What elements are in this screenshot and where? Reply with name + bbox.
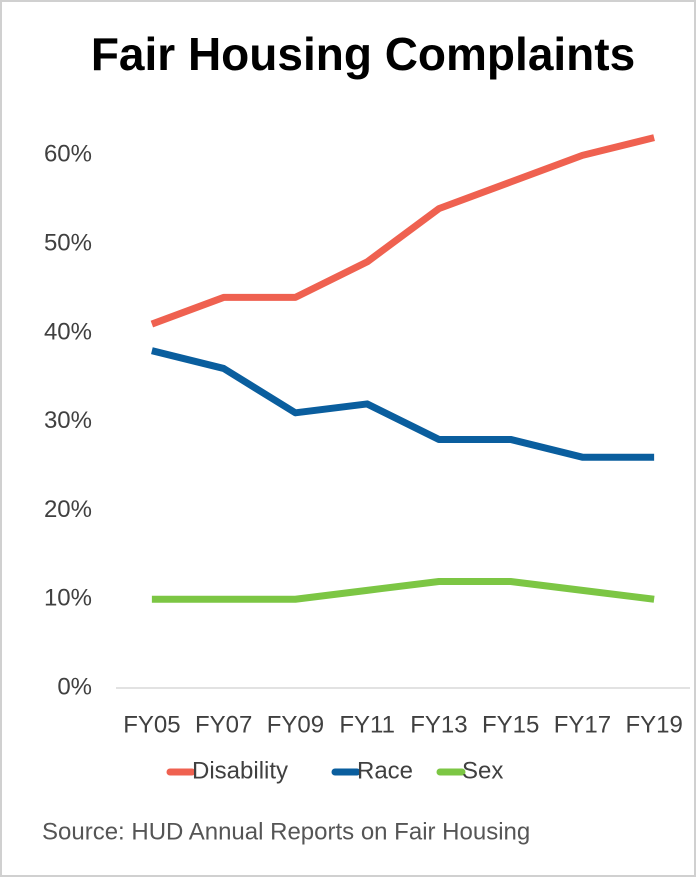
y-tick-label: 30%	[44, 407, 92, 434]
y-tick-label: 0%	[57, 673, 92, 700]
source: Source: HUD Annual Reports on Fair Housi…	[42, 818, 530, 845]
y-tick-label: 10%	[44, 585, 92, 612]
series-line	[150, 134, 655, 328]
series-line	[151, 347, 655, 461]
legend-label: Disability	[192, 757, 288, 784]
chart-title: Fair Housing Complaints	[91, 28, 635, 80]
x-tick-label: FY09	[267, 711, 324, 738]
y-tick-label: 40%	[44, 318, 92, 345]
legend-label: Sex	[462, 757, 503, 784]
y-tick-label: 60%	[44, 141, 92, 168]
legend-label: Race	[357, 757, 413, 784]
series-line	[151, 577, 655, 603]
x-tick-label: FY11	[339, 711, 395, 738]
x-tick-label: FY17	[554, 711, 611, 738]
x-tick-label: FY05	[123, 711, 180, 738]
y-tick-label: 50%	[44, 229, 92, 256]
y-tick-label: 20%	[44, 496, 92, 523]
x-tick-label: FY07	[195, 711, 252, 738]
x-tick-label: FY13	[410, 711, 467, 738]
x-tick-label: FY15	[482, 711, 539, 738]
x-tick-label: FY19	[625, 711, 682, 738]
